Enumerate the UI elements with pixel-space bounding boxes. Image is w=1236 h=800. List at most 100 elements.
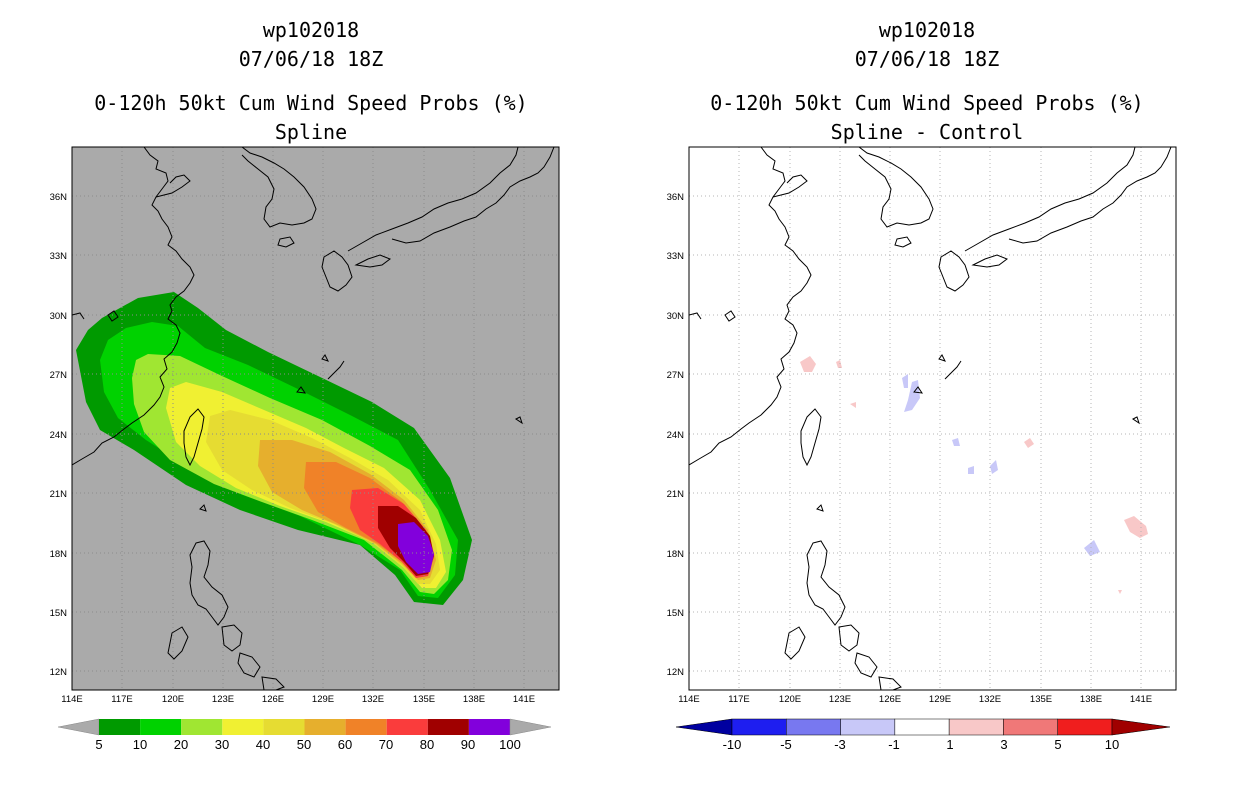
- lon-tick-label: 123E: [212, 694, 234, 705]
- lat-tick-label: 18N: [667, 549, 685, 560]
- colorbar-swatch: [468, 719, 510, 735]
- lat-tick-label: 21N: [50, 489, 68, 500]
- lat-tick-label: 15N: [50, 608, 68, 619]
- lon-tick-label: 138E: [1080, 694, 1102, 705]
- lon-tick-label: 117E: [111, 694, 132, 705]
- lon-tick-label: 132E: [362, 694, 384, 705]
- diff-patch-negative: [1084, 540, 1100, 556]
- lat-tick-label: 24N: [667, 430, 685, 441]
- lon-tick-label: 123E: [829, 694, 851, 705]
- colorbar-label: 30: [215, 737, 229, 752]
- left-gridlines: [72, 147, 559, 690]
- lon-tick-label: 129E: [312, 694, 334, 705]
- diff-patch-positive: [850, 402, 856, 408]
- colorbar-swatch: [948, 718, 1004, 736]
- colorbar-label: 90: [461, 737, 475, 752]
- colorbar-swatch: [894, 718, 950, 736]
- lon-tick-label: 141E: [513, 694, 535, 705]
- colorbar-label: 60: [338, 737, 352, 752]
- colorbar-label: 80: [420, 737, 434, 752]
- lon-tick-label: 135E: [413, 694, 435, 705]
- lon-tick-label: 120E: [779, 694, 801, 705]
- colorbar-label: -5: [780, 737, 792, 752]
- left-title-datetime: 07/06/18 18Z: [238, 47, 384, 71]
- colorbar-label: 1: [946, 737, 953, 752]
- left-title-product: 0-120h 50kt Cum Wind Speed Probs (%): [94, 91, 528, 115]
- colorbar-swatch: [304, 719, 346, 735]
- right-map-panel: 114E 117E 120E 123E 126E 129E 132E 135E …: [667, 146, 1177, 705]
- lat-tick-label: 15N: [667, 608, 685, 619]
- right-difference-shading: [800, 356, 1148, 594]
- colorbar-label: -10: [723, 737, 742, 752]
- colorbar-label: 100: [499, 737, 521, 752]
- colorbar-over-triangle: [1111, 718, 1171, 736]
- lat-tick-label: 12N: [667, 667, 685, 678]
- colorbar-swatch: [840, 718, 896, 736]
- colorbar-label: -3: [834, 737, 846, 752]
- right-lon-axis: 114E 117E 120E 123E 126E 129E 132E 135E …: [678, 694, 1152, 705]
- left-lat-axis: 12N 15N 18N 21N 24N 27N 30N 33N 36N: [50, 192, 68, 678]
- diff-patch-positive: [1118, 590, 1122, 594]
- colorbar-swatch: [731, 718, 787, 736]
- colorbar-swatch: [427, 719, 469, 735]
- lat-tick-label: 33N: [667, 251, 685, 262]
- colorbar-swatch: [786, 718, 841, 736]
- lat-tick-label: 30N: [667, 311, 685, 322]
- colorbar-label: 5: [1054, 737, 1061, 752]
- diff-patch-positive: [800, 356, 816, 372]
- lon-tick-label: 117E: [728, 694, 749, 705]
- lon-tick-label: 141E: [1130, 694, 1152, 705]
- lat-tick-label: 36N: [667, 192, 685, 203]
- right-colorbar-boxes: [731, 718, 1113, 736]
- left-map-frame: [71, 146, 560, 691]
- left-colorbar-boxes: [99, 719, 510, 735]
- colorbar-label: -1: [888, 737, 900, 752]
- lon-tick-label: 114E: [678, 694, 699, 705]
- lat-tick-label: 36N: [50, 192, 68, 203]
- colorbar-under-triangle: [675, 718, 733, 736]
- colorbar-swatch: [263, 719, 305, 735]
- lat-tick-label: 21N: [667, 489, 685, 500]
- right-title-datetime: 07/06/18 18Z: [854, 47, 1000, 71]
- colorbar-label: 10: [133, 737, 147, 752]
- lon-tick-label: 114E: [61, 694, 82, 705]
- left-colorbar: 5 10 20 30 40 50 60 70 80 90 100: [57, 718, 552, 752]
- left-title-subtitle: Spline: [274, 120, 348, 144]
- colorbar-swatch: [386, 719, 428, 735]
- colorbar-label: 10: [1105, 737, 1119, 752]
- right-map-frame: [688, 146, 1177, 691]
- right-title-subtitle: Spline - Control: [830, 120, 1024, 144]
- diff-patch-positive: [1124, 516, 1148, 538]
- right-title-storm-id: wp102018: [878, 18, 976, 42]
- diff-patch-negative: [968, 466, 974, 474]
- diff-patch-negative: [902, 374, 908, 388]
- lat-tick-label: 33N: [50, 251, 68, 262]
- diff-patch-positive: [1024, 438, 1034, 448]
- lat-tick-label: 12N: [50, 667, 68, 678]
- lat-tick-label: 27N: [667, 370, 685, 381]
- prob-band-90: [398, 522, 434, 574]
- diff-patch-negative: [904, 380, 920, 412]
- colorbar-swatch: [222, 719, 264, 735]
- left-lon-axis: 114E 117E 120E 123E 126E 129E 132E 135E …: [61, 694, 535, 705]
- lon-tick-label: 126E: [262, 694, 284, 705]
- right-colorbar: -10 -5 -3 -1 1 3 5 10: [675, 718, 1171, 752]
- colorbar-label: 3: [1000, 737, 1007, 752]
- colorbar-swatch: [181, 719, 223, 735]
- diff-patch-negative: [990, 460, 998, 474]
- colorbar-under-triangle: [57, 718, 100, 736]
- lon-tick-label: 120E: [162, 694, 184, 705]
- colorbar-label: 20: [174, 737, 188, 752]
- lon-tick-label: 129E: [929, 694, 951, 705]
- lat-tick-label: 27N: [50, 370, 68, 381]
- colorbar-label: 5: [95, 737, 102, 752]
- colorbar-swatch: [99, 719, 141, 735]
- lon-tick-label: 138E: [463, 694, 485, 705]
- colorbar-swatch: [1003, 718, 1058, 736]
- lon-tick-label: 132E: [979, 694, 1001, 705]
- right-colorbar-labels: -10 -5 -3 -1 1 3 5 10: [723, 737, 1120, 752]
- colorbar-label: 50: [297, 737, 311, 752]
- colorbar-swatch: [1057, 718, 1113, 736]
- colorbar-label: 40: [256, 737, 270, 752]
